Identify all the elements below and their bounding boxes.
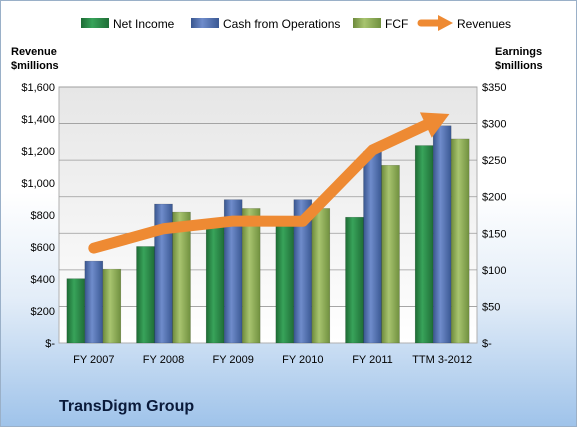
bar-net-income-fy-2010 <box>275 223 295 344</box>
legend-label-fcf: FCF <box>385 17 408 31</box>
left-axis-title-line1: Revenue <box>11 46 57 58</box>
legend-label-net-income: Net Income <box>113 17 175 31</box>
legend-item-revenues: Revenues <box>417 15 511 31</box>
x-tick-label: FY 2008 <box>143 354 184 366</box>
bar-fcf-fy-2009 <box>241 208 261 344</box>
right-tick-label: $300 <box>482 119 506 131</box>
left-tick-label: $800 <box>31 210 55 222</box>
x-axis-ticks: FY 2007 FY 2008 FY 2009 FY 2010 FY 2011 TTM 3… <box>73 354 472 366</box>
line-revenues <box>88 116 439 254</box>
x-tick-label: FY 2009 <box>212 354 253 366</box>
revenue-line <box>88 112 450 254</box>
left-tick-label: $600 <box>31 242 55 254</box>
bar-fcf-ttm-3-2012 <box>450 138 470 344</box>
legend-item-net-income: Net Income <box>81 17 175 31</box>
legend-item-cash-from-operations: Cash from Operations <box>191 17 340 31</box>
company-label: TransDigm Group <box>59 398 195 415</box>
right-tick-label: $150 <box>482 228 506 240</box>
bar-fcf-fy-2010 <box>311 208 331 344</box>
bar-net-income-fy-2009 <box>205 224 225 344</box>
x-tick-label: FY 2007 <box>73 354 114 366</box>
left-tick-label: $200 <box>31 306 55 318</box>
left-tick-label: $1,400 <box>21 114 55 126</box>
bar-net-income-fy-2008 <box>136 246 155 344</box>
right-tick-label: $50 <box>482 301 500 313</box>
left-tick-label: $1,000 <box>21 178 55 190</box>
bar-cash-from-operations-fy-2007 <box>84 260 104 344</box>
bar-cash-from-operations-fy-2011 <box>363 151 382 344</box>
bar-fcf-fy-2008 <box>172 211 191 344</box>
bar-cash-from-operations-ttm-3-2012 <box>432 125 452 344</box>
bar-fcf-fy-2007 <box>102 268 122 344</box>
legend-arrow-revenues <box>417 15 453 31</box>
bar-net-income-fy-2007 <box>66 278 86 344</box>
bar-net-income-fy-2011 <box>345 216 364 344</box>
bar-fcf-fy-2011 <box>381 165 400 344</box>
right-tick-label: $350 <box>482 82 506 94</box>
left-tick-label: $1,200 <box>21 146 55 158</box>
left-tick-label: $1,600 <box>21 82 55 94</box>
x-tick-label: FY 2010 <box>282 354 323 366</box>
right-tick-label: $200 <box>482 192 506 204</box>
legend-swatch-net-income <box>81 18 109 28</box>
legend-label-revenues: Revenues <box>457 17 511 31</box>
left-tick-label: $400 <box>31 274 55 286</box>
right-tick-label: $100 <box>482 265 506 277</box>
right-axis-title-line2: $millions <box>495 60 543 72</box>
gridlines <box>59 86 477 307</box>
x-tick-label: FY 2011 <box>352 354 393 366</box>
bars <box>66 125 470 344</box>
left-tick-label: $- <box>45 338 55 350</box>
right-axis-ticks: $- $50 $100 $150 $200 $250 $300 $350 <box>482 82 506 350</box>
legend-label-cash-from-operations: Cash from Operations <box>223 17 340 31</box>
legend: Net Income Cash from Operations FCF Reve… <box>81 15 511 31</box>
bar-net-income-ttm-3-2012 <box>414 145 434 344</box>
left-axis-title-line2: $millions <box>11 60 59 72</box>
legend-swatch-cash-from-operations <box>191 18 219 28</box>
right-tick-label: $250 <box>482 155 506 167</box>
x-tick-label: TTM 3-2012 <box>412 354 472 366</box>
right-tick-label: $- <box>482 338 492 350</box>
legend-item-fcf: FCF <box>353 17 408 31</box>
left-axis-ticks: $- $200 $400 $600 $800 $1,000 $1,200 $1,400 $1,6… <box>21 82 55 350</box>
right-axis-title-line1: Earnings <box>495 46 542 58</box>
line-arrowhead-revenues <box>419 112 450 138</box>
legend-swatch-fcf <box>353 18 381 28</box>
